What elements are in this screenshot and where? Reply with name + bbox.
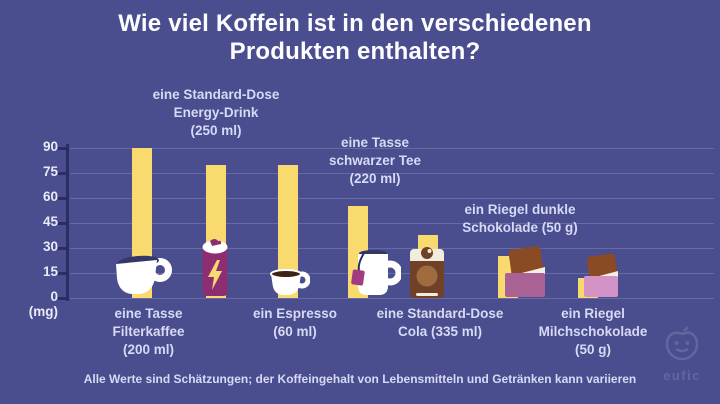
y-axis-tick-mark xyxy=(58,222,67,225)
label-energy-drink: eine Standard-Dose Energy-Drink (250 ml) xyxy=(130,86,302,140)
gridline xyxy=(70,273,714,274)
y-axis-tick-label: 60 xyxy=(42,189,58,204)
energy-drink-can-icon xyxy=(202,237,228,302)
label-line: (60 ml) xyxy=(273,323,317,339)
y-axis-unit-label: (mg) xyxy=(28,304,58,319)
label-cola: eine Standard-Dose Cola (335 ml) xyxy=(352,305,528,341)
label-line: Schokolade (50 g) xyxy=(462,219,578,235)
label-line: (200 ml) xyxy=(122,341,175,357)
y-axis-tick-label: 45 xyxy=(42,214,58,229)
gridline xyxy=(70,223,714,224)
label-line: eine Tasse xyxy=(340,135,410,150)
label-line: (220 ml) xyxy=(349,170,401,186)
label-milchschokolade: ein Riegel Milchschokolade (50 g) xyxy=(515,305,671,359)
milk-chocolate-bar-icon xyxy=(582,252,622,303)
brand-name: eufic xyxy=(663,368,701,383)
gridline xyxy=(70,298,714,299)
page-title: Wie viel Koffein ist in den verschiedene… xyxy=(118,10,592,66)
disclaimer-text: Alle Werte sind Schätzungen; der Koffein… xyxy=(83,372,637,386)
y-axis-tick-mark xyxy=(58,197,67,200)
label-line: Filterkaffee xyxy=(112,323,185,339)
bar-espresso xyxy=(278,164,298,298)
coffee-cup-icon xyxy=(110,251,172,304)
gridline xyxy=(70,248,714,249)
label-schwarzer-tee: eine Tasse schwarzer Tee (220 ml) xyxy=(297,134,453,188)
label-line: Energy-Drink xyxy=(173,104,259,120)
label-line: ein Riegel xyxy=(561,306,625,321)
label-dunkle-schokolade: ein Riegel dunkle Schokolade (50 g) xyxy=(428,201,612,237)
y-axis-line xyxy=(66,144,69,301)
label-line: ein Espresso xyxy=(252,306,338,321)
gridline xyxy=(70,173,714,174)
gridline xyxy=(70,148,714,149)
label-line: eine Tasse xyxy=(114,306,183,321)
label-line: eine Standard-Dose xyxy=(152,87,280,102)
apple-icon xyxy=(665,326,699,361)
label-espresso: ein Espresso (60 ml) xyxy=(222,305,368,341)
label-line: (250 ml) xyxy=(190,122,242,138)
label-line: ein Riegel dunkle xyxy=(464,202,576,217)
y-axis-tick-label: 75 xyxy=(42,164,58,179)
eufic-logo: eufic xyxy=(656,326,708,383)
dark-chocolate-bar-icon xyxy=(503,244,549,303)
y-axis-tick-mark xyxy=(58,297,67,300)
y-axis-tick-mark xyxy=(58,147,67,150)
y-axis-tick-label: 90 xyxy=(42,139,58,154)
y-axis-tick-label: 0 xyxy=(50,289,58,304)
label-line: Milchschokolade xyxy=(538,323,648,339)
y-axis-tick-mark xyxy=(58,272,67,275)
label-line: (50 g) xyxy=(574,341,611,357)
label-filterkaffee: eine Tasse Filterkaffee (200 ml) xyxy=(76,305,221,359)
y-axis-tick-mark xyxy=(58,172,67,175)
y-axis-tick-mark xyxy=(58,247,67,250)
cola-can-icon xyxy=(407,242,447,303)
label-line: schwarzer Tee xyxy=(328,152,422,168)
tea-mug-icon xyxy=(349,240,403,303)
y-axis-tick-label: 15 xyxy=(42,264,58,279)
label-line: eine Standard-Dose xyxy=(376,306,504,321)
espresso-cup-icon xyxy=(268,267,311,302)
label-line: Cola (335 ml) xyxy=(397,323,483,339)
gridline xyxy=(70,198,714,199)
y-axis-tick-label: 30 xyxy=(42,239,58,254)
